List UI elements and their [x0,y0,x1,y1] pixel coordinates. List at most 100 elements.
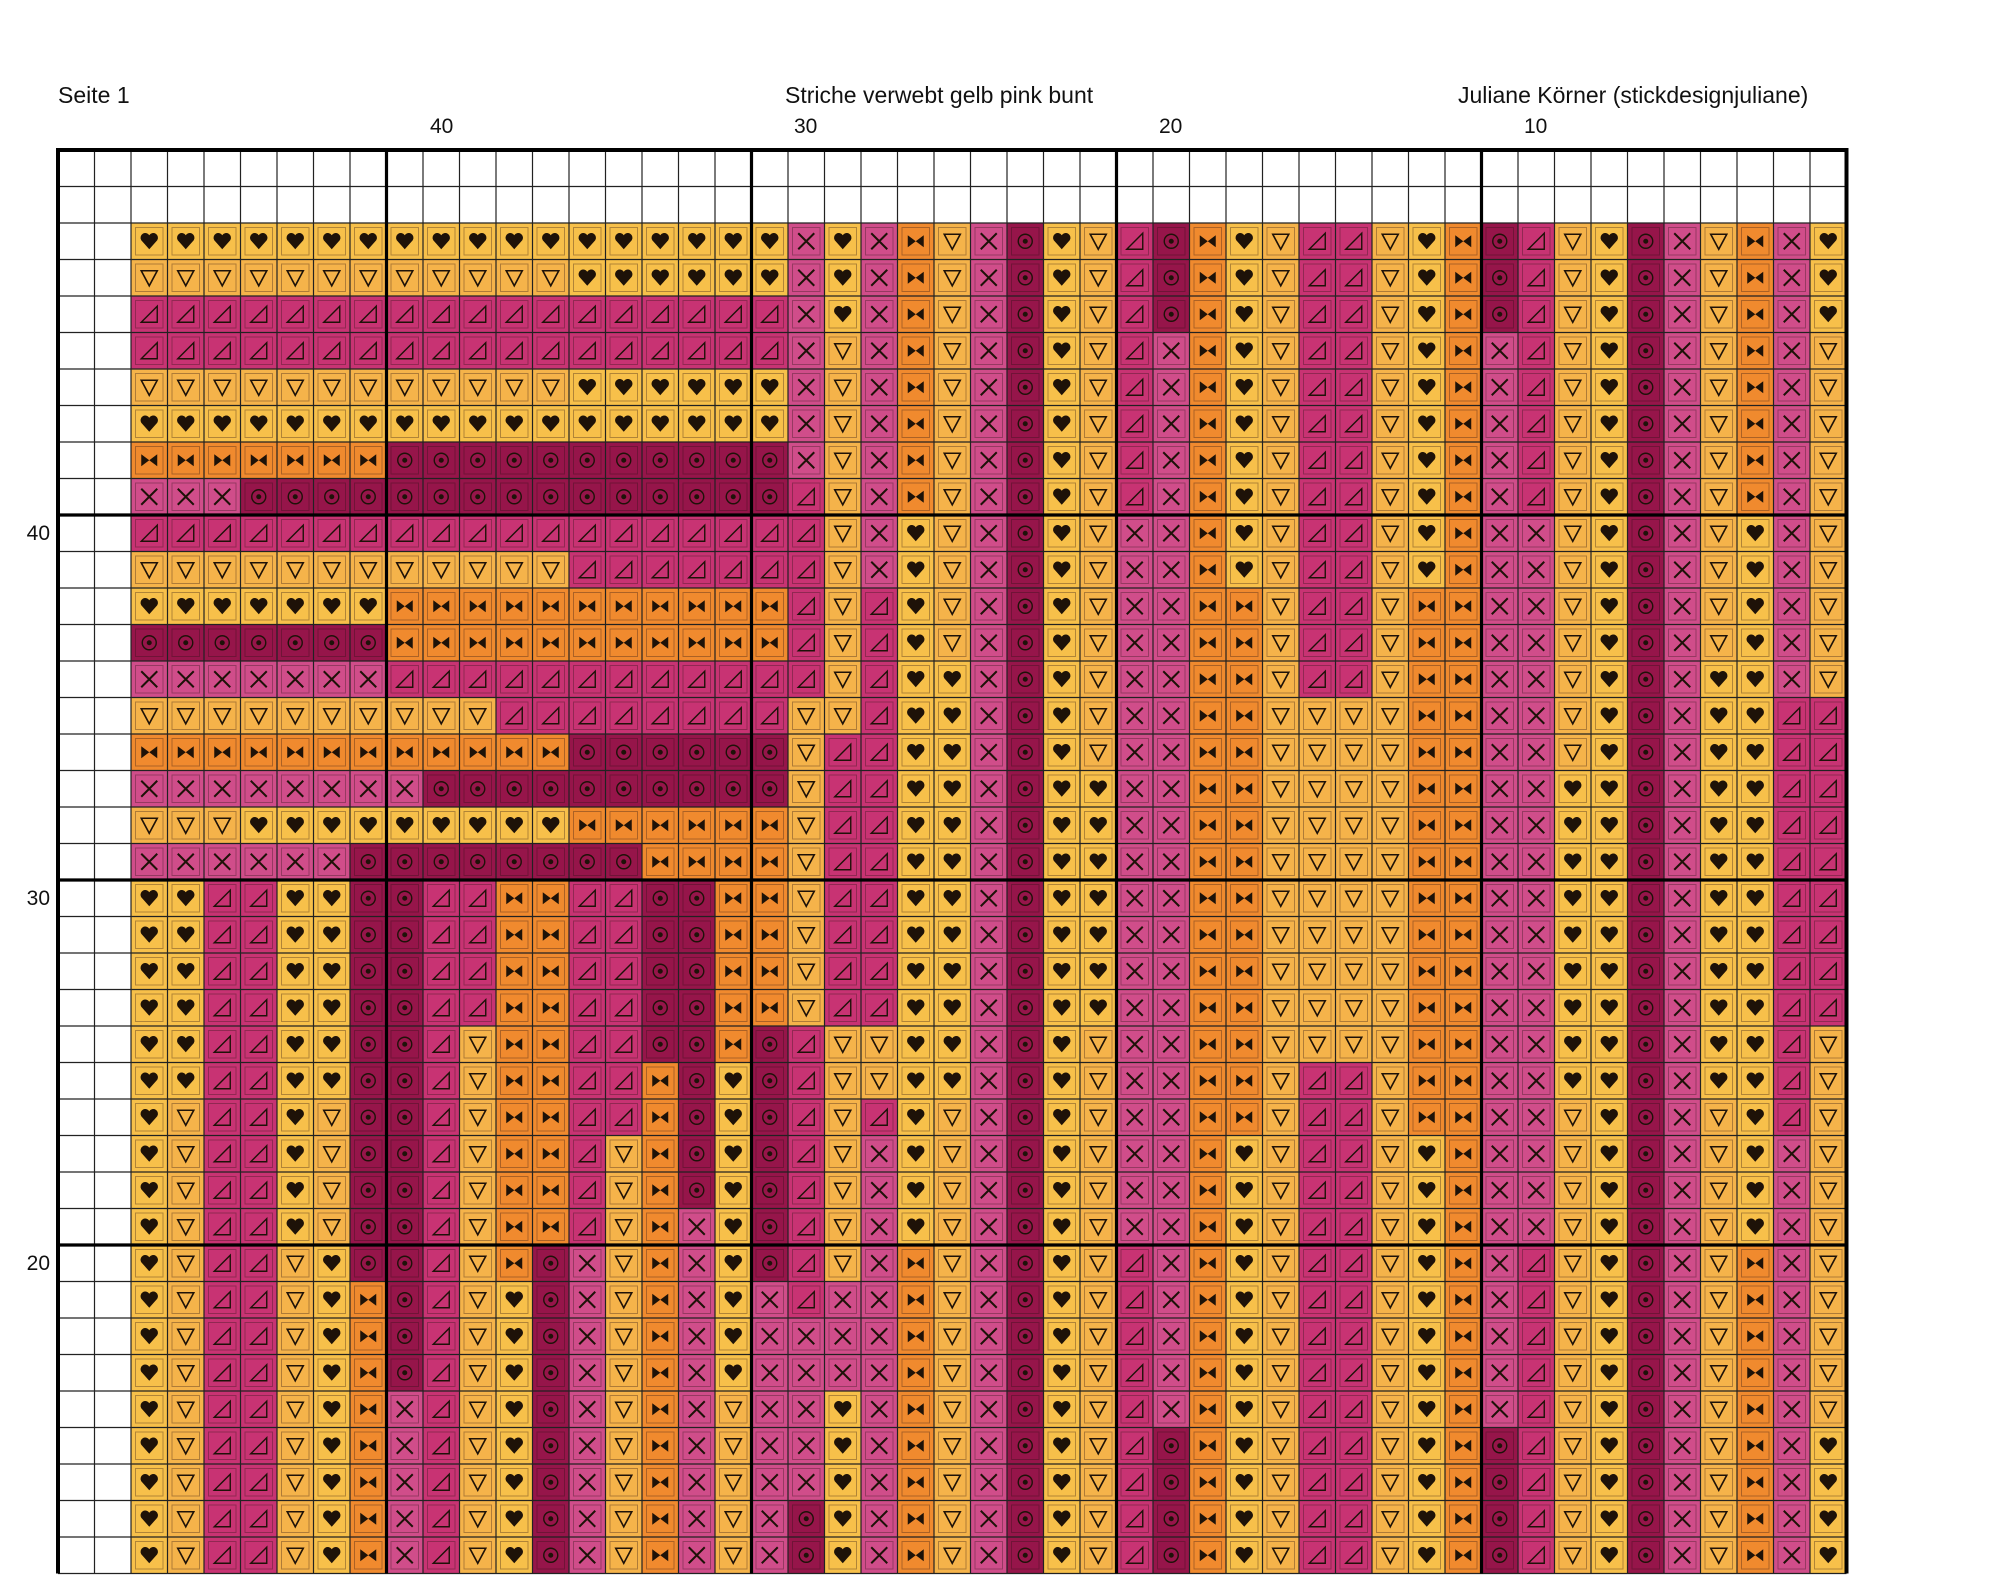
triangle-down-symbol-icon [1088,269,1108,288]
stitch-cell [1408,1427,1445,1464]
ring-symbol-icon [287,635,303,651]
stitch-cell [459,442,496,479]
stitch-cell [751,953,788,990]
half-triangle-symbol-icon [614,669,633,688]
stitch-cell [824,259,861,296]
bowtie-symbol-icon [652,600,669,613]
half-triangle-symbol-icon [614,341,633,360]
ring-symbol-icon [689,452,705,468]
stitch-cell [423,953,460,990]
stitch-cell [1408,843,1445,880]
stitch-cell [58,1318,95,1355]
stitch-cell [1299,880,1336,917]
stitch-cell [386,1391,423,1428]
stitch-cell [1080,1245,1117,1282]
stitch-cell [1700,624,1737,661]
stitch-cell [1335,1281,1372,1318]
stitch-cell [1372,1354,1409,1391]
stitch-cell [1737,1135,1774,1172]
stitch-cell [1664,624,1701,661]
triangle-down-symbol-icon [1271,415,1291,434]
stitch-cell [386,1026,423,1063]
stitch-cell [788,588,825,625]
ring-symbol-icon [689,744,705,760]
stitch-cell [1591,916,1628,953]
stitch-cell [605,551,642,588]
triangle-down-symbol-icon [1271,634,1291,653]
stitch-cell [1262,880,1299,917]
triangle-down-symbol-icon [833,342,853,361]
stitch-cell [1372,1391,1409,1428]
heart-symbol-icon [396,233,414,250]
stitch-cell [569,1135,606,1172]
stitch-cell [1445,1208,1482,1245]
stitch-cell [824,953,861,990]
stitch-cell [1043,1354,1080,1391]
stitch-cell [715,1099,752,1136]
cross-symbol-icon [870,488,888,506]
stitch-cell [1335,588,1372,625]
stitch-cell [678,515,715,552]
cross-symbol-icon [1126,816,1144,834]
stitch-cell [423,1026,460,1063]
stitch-cell [897,1026,934,1063]
stitch-cell [423,478,460,515]
stitch-cell [1773,843,1810,880]
stitch-cell [715,515,752,552]
stitch-cell [1737,186,1774,223]
stitch-cell [678,478,715,515]
stitch-cell [131,1464,168,1501]
stitch-cell [1007,1172,1044,1209]
ring-symbol-icon [1638,379,1654,395]
triangle-down-symbol-icon [212,707,232,726]
stitch-cell [94,551,131,588]
cross-symbol-icon [1527,670,1545,688]
stitch-cell [350,661,387,698]
stitch-cell [1664,1099,1701,1136]
cross-symbol-icon [213,780,231,798]
triangle-down-symbol-icon [358,269,378,288]
heart-symbol-icon [286,890,304,907]
stitch-cell [678,588,715,625]
bowtie-symbol-icon [469,600,486,613]
stitch-cell [58,186,95,223]
heart-symbol-icon [907,671,925,688]
heart-symbol-icon [1235,269,1253,286]
stitch-cell [678,697,715,734]
stitch-cell [131,1062,168,1099]
bowtie-symbol-icon [1199,527,1216,540]
bowtie-symbol-icon [287,746,304,759]
stitch-cell [824,1135,861,1172]
stitch-cell [642,1318,679,1355]
stitch-cell [788,369,825,406]
cross-symbol-icon [250,670,268,688]
heart-symbol-icon [1564,817,1582,834]
stitch-cell [1007,223,1044,260]
bowtie-symbol-icon [506,636,523,649]
heart-symbol-icon [1600,306,1618,323]
stitch-cell [240,1318,277,1355]
stitch-cell [1299,332,1336,369]
stitch-cell [678,1500,715,1537]
stitch-cell [1591,442,1628,479]
stitch-cell [1007,1281,1044,1318]
triangle-down-symbol-icon [1818,525,1838,543]
half-triangle-symbol-icon [176,304,195,323]
triangle-down-symbol-icon [1088,598,1108,616]
stitch-cell [1664,770,1701,807]
stitch-cell [1080,1318,1117,1355]
half-triangle-symbol-icon [358,523,377,542]
stitch-cell [131,953,168,990]
stitch-cell [1737,1354,1774,1391]
stitch-cell [1700,1464,1737,1501]
stitch-cell [204,296,241,333]
stitch-cell [1299,1318,1336,1355]
bowtie-symbol-icon [907,490,924,503]
cross-symbol-icon [980,926,998,944]
half-triangle-symbol-icon [577,560,596,579]
stitch-cell [496,661,533,698]
stitch-cell [569,478,606,515]
stitch-cell [1189,953,1226,990]
stitch-cell [1007,478,1044,515]
stitch-cell [642,880,679,917]
